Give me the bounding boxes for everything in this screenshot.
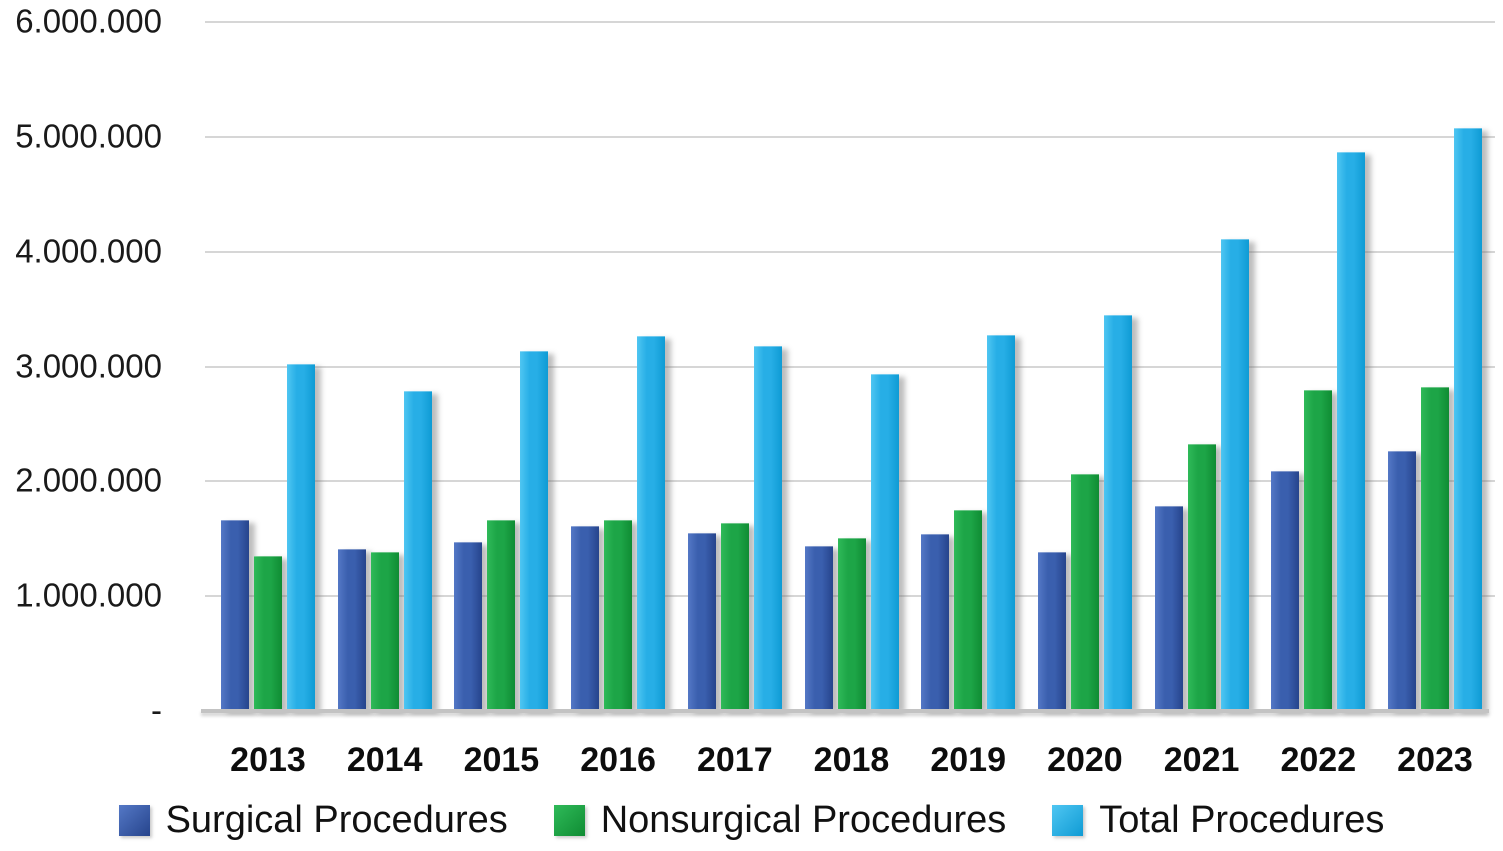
x-axis-line [201, 709, 1489, 713]
x-label-2016: 2016 [580, 741, 656, 779]
bar-group-2020 [1037, 21, 1132, 710]
legend-swatch-nonsurgical [553, 804, 585, 836]
x-label-2020: 2020 [1047, 741, 1123, 779]
bar-surgical-2013 [221, 520, 249, 710]
x-label-2013: 2013 [230, 741, 306, 779]
bar-surgical-2020 [1037, 552, 1066, 710]
bar-total-2013 [287, 364, 315, 710]
bar-nonsurgical-2019 [954, 510, 983, 710]
bar-total-2015 [520, 351, 549, 710]
legend-item-surgical: Surgical Procedures [118, 799, 508, 841]
bar-total-2017 [753, 346, 782, 710]
bar-surgical-2016 [571, 526, 600, 710]
bar-surgical-2023 [1388, 451, 1416, 710]
x-label-2023: 2023 [1397, 741, 1473, 779]
legend-swatch-surgical [118, 804, 150, 836]
bar-surgical-2021 [1154, 506, 1183, 710]
gridline-3.000.000 [205, 365, 1495, 368]
bar-surgical-2022 [1271, 471, 1300, 710]
bar-nonsurgical-2018 [837, 538, 866, 710]
bar-nonsurgical-2023 [1421, 387, 1449, 710]
legend-item-total: Total Procedures [1052, 801, 1384, 839]
bar-nonsurgical-2014 [370, 552, 399, 710]
bar-group-2021 [1154, 21, 1249, 710]
gridline-5.000.000 [205, 135, 1495, 138]
y-tick-label: 3.000.000 [15, 347, 162, 384]
bar-nonsurgical-2016 [604, 520, 633, 710]
bar-group-2017 [687, 21, 782, 710]
legend-label-nonsurgical: Nonsurgical Procedures [600, 799, 1007, 841]
bar-surgical-2015 [454, 542, 483, 710]
y-tick-label: 4.000.000 [15, 232, 162, 270]
y-tick-label: 1.000.000 [15, 576, 162, 614]
bar-nonsurgical-2017 [720, 523, 749, 710]
gridline-6.000.000 [205, 21, 1495, 23]
x-label-2017: 2017 [696, 741, 773, 779]
bar-group-2023 [1388, 21, 1482, 710]
bar-group-2014 [337, 21, 432, 710]
legend-label-total: Total Procedures [1099, 799, 1385, 841]
x-label-2018: 2018 [813, 741, 890, 779]
bar-total-2016 [637, 336, 666, 710]
x-label-2014: 2014 [346, 741, 423, 779]
y-tick-label: - [151, 691, 162, 729]
bar-nonsurgical-2015 [487, 520, 516, 710]
legend-label-surgical: Surgical Procedures [165, 799, 508, 841]
bar-group-2016 [571, 21, 666, 710]
y-tick-label: 6.000.000 [15, 2, 162, 40]
gridline-2.000.000 [205, 480, 1495, 483]
legend: Surgical Procedures Nonsurgical Procedure… [0, 796, 1503, 844]
bar-total-2021 [1220, 239, 1249, 710]
bar-total-2019 [987, 335, 1016, 710]
bar-group-2018 [804, 21, 899, 710]
x-label-2022: 2022 [1280, 741, 1357, 779]
bar-surgical-2014 [337, 549, 366, 710]
x-label-2015: 2015 [463, 741, 540, 779]
bar-total-2020 [1103, 315, 1132, 710]
bar-nonsurgical-2022 [1304, 390, 1333, 710]
bar-total-2023 [1454, 128, 1482, 710]
bar-nonsurgical-2021 [1187, 444, 1216, 710]
legend-swatch-total [1052, 804, 1084, 836]
bar-total-2014 [403, 391, 432, 710]
plot-area [201, 21, 1495, 713]
bar-group-2022 [1271, 21, 1366, 710]
y-tick-label: 2.000.000 [15, 461, 162, 499]
bar-surgical-2019 [921, 534, 950, 710]
bar-total-2018 [870, 374, 899, 710]
y-tick-label: 5.000.000 [15, 117, 162, 155]
bar-surgical-2017 [687, 533, 716, 710]
legend-item-nonsurgical: Nonsurgical Procedures [553, 799, 1007, 841]
x-label-2019: 2019 [930, 741, 1006, 779]
bar-group-2015 [454, 21, 549, 710]
bar-nonsurgical-2013 [254, 556, 282, 710]
bar-group-2019 [921, 21, 1016, 710]
bar-nonsurgical-2020 [1070, 474, 1099, 710]
x-label-2021: 2021 [1163, 741, 1240, 779]
bar-group-2013 [221, 21, 315, 710]
bar-surgical-2018 [804, 546, 833, 710]
bar-total-2022 [1337, 152, 1366, 710]
gridline-4.000.000 [205, 250, 1495, 253]
